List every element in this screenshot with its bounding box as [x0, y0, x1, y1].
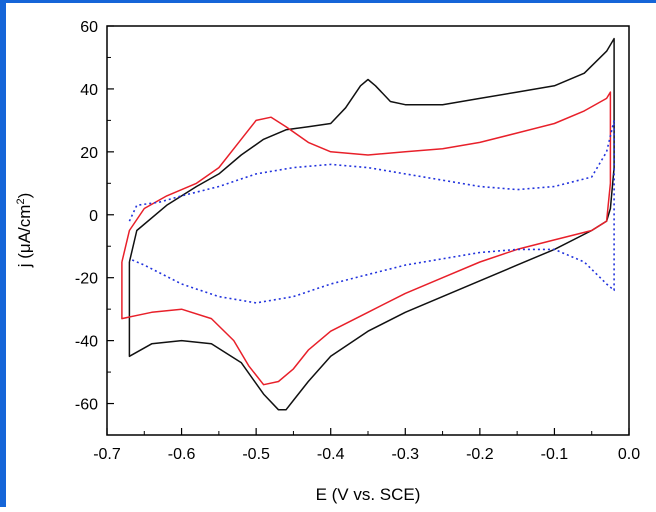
y-axis-label-sup: 2 — [15, 198, 27, 204]
y-axis-label: j (μA/cm2) — [15, 193, 34, 269]
x-tick-label: -0.7 — [93, 446, 121, 463]
y-axis-label-suffix: ) — [15, 193, 34, 199]
y-axis-ticks: 60 40 20 0 -20 -40 -60 — [75, 19, 114, 436]
series-line-1 — [128, 37, 615, 411]
y-tick-label: 60 — [80, 19, 98, 36]
plot-area — [106, 25, 630, 436]
x-tick-label: -0.5 — [242, 446, 270, 463]
y-axis-label-mu: μ — [15, 243, 34, 253]
y-axis-label-prefix: j ( — [15, 253, 34, 269]
x-tick-label: 0.0 — [618, 446, 640, 463]
x-tick-label: -0.6 — [168, 446, 196, 463]
y-tick-label: 20 — [80, 145, 98, 162]
x-tick-label: -0.4 — [317, 446, 345, 463]
series-group — [121, 37, 615, 411]
y-axis-label-unit: A/cm — [15, 205, 34, 244]
x-tick-label: -0.1 — [541, 446, 569, 463]
y-tick-label: 40 — [80, 82, 98, 99]
x-tick-label: -0.3 — [391, 446, 419, 463]
y-tick-label: -60 — [75, 397, 98, 414]
y-tick-label: -20 — [75, 271, 98, 288]
series-line-2 — [121, 91, 612, 386]
series-line-3 — [128, 119, 615, 304]
y-tick-label: 0 — [89, 208, 98, 225]
x-axis-label: E (V vs. SCE) — [316, 485, 421, 504]
y-tick-label: -40 — [75, 334, 98, 351]
frame-top-border — [0, 0, 656, 3]
frame-left-border — [0, 0, 6, 507]
x-tick-label: -0.2 — [466, 446, 494, 463]
x-axis-ticks: -0.7 -0.6 -0.5 -0.4 -0.3 -0.2 -0.1 0.0 — [93, 428, 640, 463]
